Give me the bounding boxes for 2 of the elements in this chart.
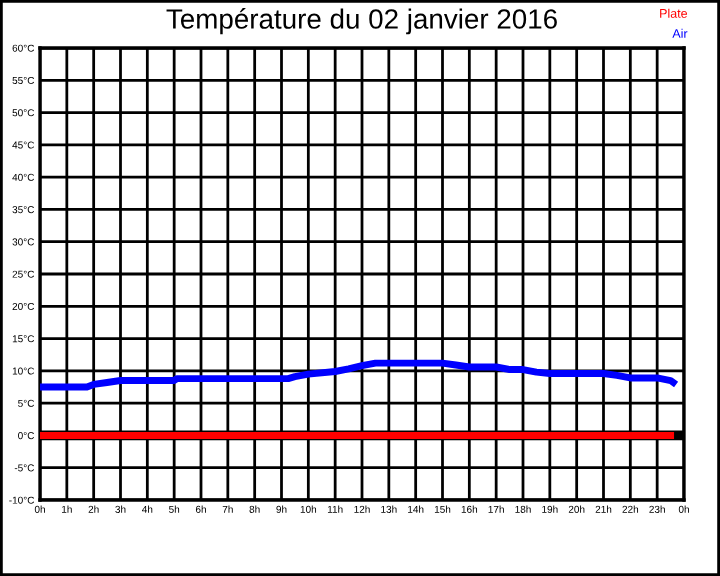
chart-title: Température du 02 janvier 2016 (166, 8, 557, 35)
line-series (40, 359, 677, 391)
